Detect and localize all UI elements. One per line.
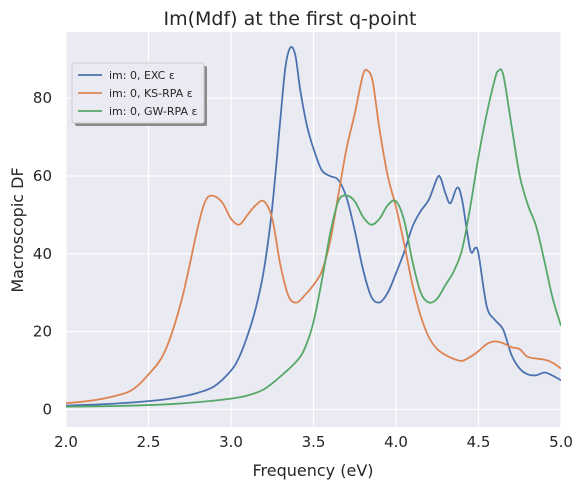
x-tick-label: 3.0 <box>219 433 243 451</box>
chart-title: Im(Mdf) at the first q-point <box>163 8 416 30</box>
legend-label: im: 0, EXC ε <box>109 69 175 82</box>
y-tick-label: 80 <box>33 89 52 107</box>
legend-label: im: 0, GW-RPA ε <box>109 105 197 118</box>
x-axis: 2.0 2.5 3.0 3.5 4.0 4.5 5.0 <box>54 433 573 451</box>
series-line-1 <box>66 68 561 405</box>
x-tick-label: 4.5 <box>467 433 491 451</box>
series-line-2 <box>66 68 561 408</box>
series-lines <box>66 46 561 408</box>
x-axis-title: Frequency (eV) <box>252 461 373 480</box>
y-tick-label: 0 <box>42 400 52 418</box>
x-tick-label: 4.0 <box>384 433 408 451</box>
y-tick-label: 20 <box>33 323 52 341</box>
y-tick-label: 40 <box>33 245 52 263</box>
x-tick-label: 3.5 <box>302 433 326 451</box>
y-axis-title: Macroscopic DF <box>8 167 27 292</box>
y-tick-label: 60 <box>33 167 52 185</box>
x-tick-label: 2.5 <box>137 433 161 451</box>
x-tick-label: 2.0 <box>54 433 78 451</box>
legend: im: 0, EXC ε im: 0, KS-RPA ε im: 0, GW-RPA… <box>71 62 207 126</box>
legend-label: im: 0, KS-RPA ε <box>109 87 193 100</box>
y-axis: 0 20 40 60 80 <box>33 89 52 418</box>
x-tick-label: 5.0 <box>549 433 573 451</box>
series-line-0 <box>66 46 561 407</box>
legend-box <box>71 62 205 124</box>
